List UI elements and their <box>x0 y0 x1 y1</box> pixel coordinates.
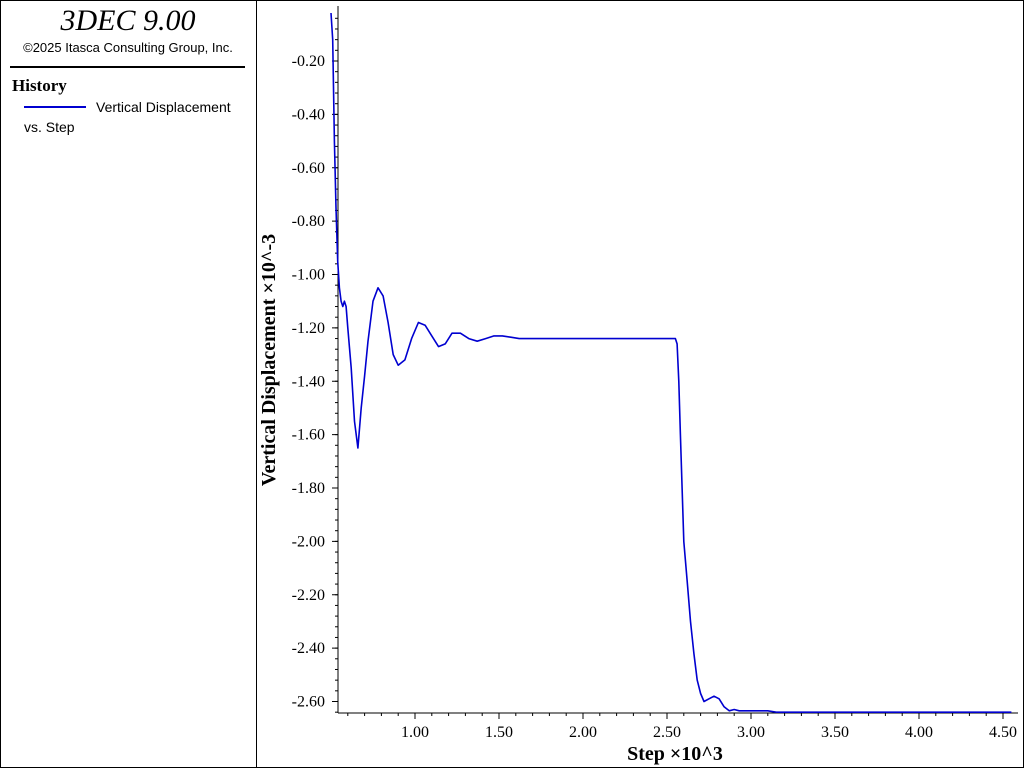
legend-entry-label: Vertical Displacement <box>96 99 231 115</box>
sidebar-separator <box>10 66 245 68</box>
y-tick-label: -0.40 <box>292 106 325 123</box>
x-axis-title: Step ×10^3 <box>627 743 723 765</box>
y-tick-label: -2.00 <box>292 533 325 550</box>
x-tick-label: 2.00 <box>569 724 597 741</box>
y-tick-label: -1.40 <box>292 373 325 390</box>
app-title: 3DEC 9.00 <box>60 4 196 37</box>
y-tick-label: -0.20 <box>292 53 325 70</box>
y-tick-label: -1.80 <box>292 480 325 497</box>
x-tick-label: 4.00 <box>905 724 933 741</box>
copyright-text: ©2025 Itasca Consulting Group, Inc. <box>23 40 233 55</box>
y-tick-label: -2.60 <box>292 694 325 711</box>
y-tick-label: -1.00 <box>292 267 325 284</box>
x-tick-label: 3.50 <box>821 724 849 741</box>
y-tick-label: -2.40 <box>292 640 325 657</box>
y-tick-label: -2.20 <box>292 587 325 604</box>
y-tick-label: -0.60 <box>292 160 325 177</box>
y-tick-label: -1.20 <box>292 320 325 337</box>
x-tick-label: 4.50 <box>989 724 1017 741</box>
legend-line-swatch <box>24 106 86 108</box>
plot-series <box>330 12 1012 714</box>
legend-heading: History <box>12 76 67 95</box>
x-tick-label: 1.00 <box>401 724 429 741</box>
y-axis-title: Vertical Displacement ×10^-3 <box>258 234 280 486</box>
series-line <box>330 12 1012 714</box>
x-tick-label: 3.00 <box>737 724 765 741</box>
y-tick-label: -0.80 <box>292 213 325 230</box>
legend-entry-label-continued: vs. Step <box>24 119 75 135</box>
y-axis: -0.20 -0.40 -0.60 -0.80 -1.00 -1.20 -1.40 -1.60… <box>292 6 339 713</box>
x-tick-label: 2.50 <box>653 724 681 741</box>
x-axis: 1.00 1.50 2.00 2.50 3.00 3.50 4.00 4.50 <box>338 712 1018 741</box>
y-tick-label: -1.60 <box>292 427 325 444</box>
panel-divider <box>256 0 257 768</box>
info-sidebar: 3DEC 9.00 ©2025 Itasca Consulting Group,… <box>0 0 256 768</box>
x-tick-label: 1.50 <box>485 724 513 741</box>
